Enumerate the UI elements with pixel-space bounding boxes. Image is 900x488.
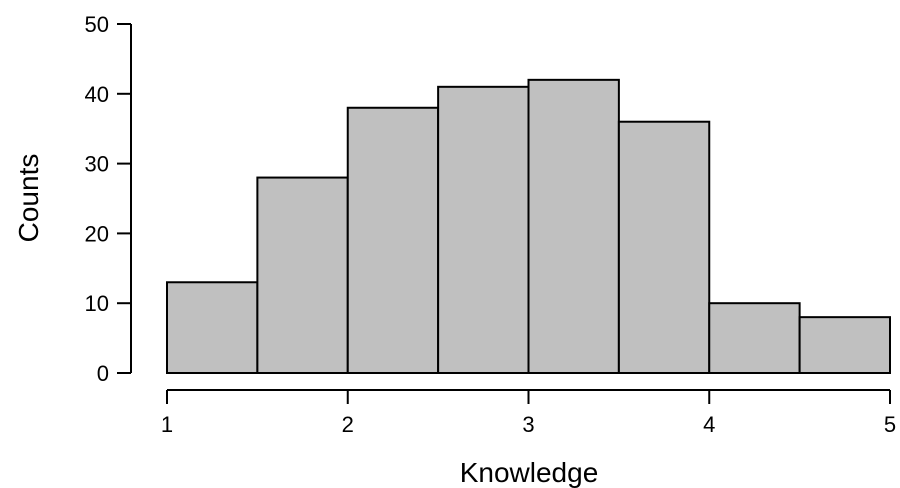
- y-axis-title: Counts: [13, 154, 44, 243]
- histogram-bar: [527, 78, 620, 374]
- histogram-bar: [708, 302, 801, 375]
- y-tick-label: 30: [85, 152, 109, 177]
- histogram-bar: [166, 281, 259, 375]
- x-tick-label: 3: [522, 412, 534, 437]
- histogram-bar: [617, 120, 711, 374]
- histogram-bar: [437, 85, 530, 374]
- x-tick-label: 1: [161, 412, 173, 437]
- histogram-bar: [256, 176, 349, 374]
- y-tick-label: 50: [85, 12, 109, 37]
- histogram-bar: [798, 316, 891, 375]
- x-axis-ticks: 1 2 3 4 5: [161, 390, 896, 437]
- y-tick-label: 40: [85, 82, 109, 107]
- x-axis-title: Knowledge: [460, 457, 599, 488]
- x-tick-label: 5: [884, 412, 896, 437]
- y-tick-label: 20: [85, 221, 109, 246]
- bars-group: [166, 78, 891, 375]
- y-axis-ticks: 0 10 20 30 40 50: [85, 12, 131, 386]
- y-tick-label: 0: [97, 361, 109, 386]
- x-tick-label: 4: [703, 412, 715, 437]
- x-tick-label: 2: [342, 412, 354, 437]
- histogram-bar: [346, 106, 440, 374]
- y-tick-label: 10: [85, 291, 109, 316]
